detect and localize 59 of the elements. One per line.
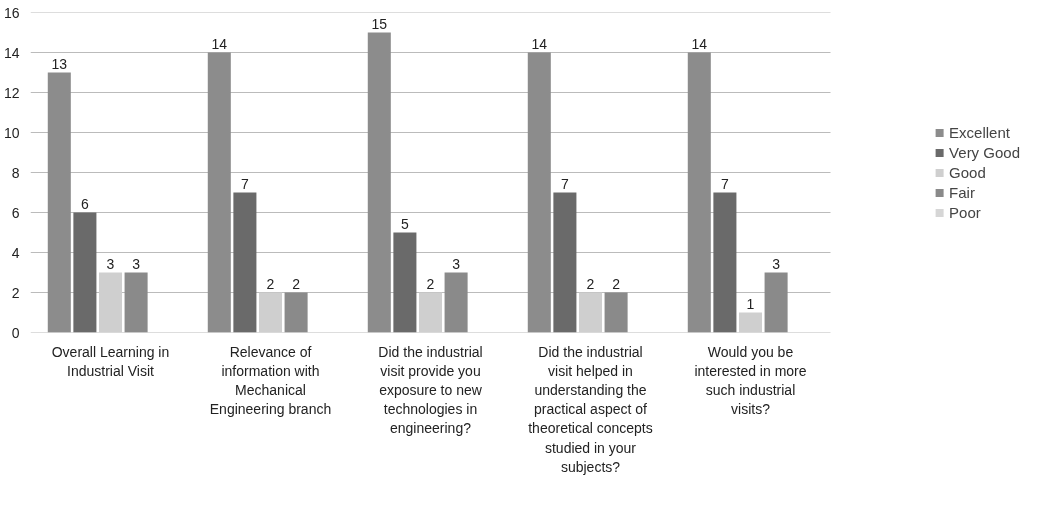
bar — [687, 52, 711, 333]
bar — [284, 292, 308, 333]
bar — [124, 272, 148, 333]
data-label: 14 — [531, 35, 548, 52]
bar — [393, 232, 417, 333]
y-tick-label: 12 — [3, 84, 20, 101]
bar — [444, 272, 468, 333]
data-label: 5 — [401, 215, 410, 232]
legend-label: Fair — [949, 183, 975, 201]
legend-label: Good — [949, 163, 986, 181]
legend-label: Very Good — [949, 143, 1020, 161]
data-label: 13 — [51, 55, 68, 72]
bar — [47, 72, 71, 333]
data-label: 7 — [721, 175, 730, 192]
x-tick-label: Relevance of information with Mechanical Engineering branch — [209, 343, 332, 418]
x-tick-label: Did the industrial visit provide you exposure to new technologies in engineering? — [378, 343, 483, 437]
data-label: 2 — [266, 275, 275, 292]
bar — [578, 292, 603, 333]
x-tick-label: Would you be interested in more such industrial visits? — [694, 343, 807, 418]
y-tick-label: 2 — [11, 284, 20, 301]
bar — [367, 32, 391, 333]
data-label: 3 — [772, 255, 781, 272]
data-label: 14 — [211, 35, 228, 52]
y-tick-label: 0 — [11, 324, 20, 341]
bar — [764, 272, 788, 333]
bar — [418, 292, 443, 333]
data-label: 2 — [586, 275, 595, 292]
bar — [258, 292, 283, 333]
y-tick-label: 8 — [11, 164, 20, 181]
y-tick-label: 6 — [11, 204, 20, 221]
legend-label: Excellent — [949, 123, 1010, 141]
data-label: 2 — [426, 275, 435, 292]
data-label: 2 — [292, 275, 301, 292]
data-label: 7 — [561, 175, 570, 192]
y-tick-label: 10 — [3, 124, 20, 141]
data-label: 3 — [106, 255, 115, 272]
data-label: 14 — [691, 35, 708, 52]
bar — [98, 272, 123, 333]
data-label: 2 — [612, 275, 621, 292]
x-tick-label: Overall Learning in Industrial Visit — [51, 343, 170, 379]
y-tick-label: 16 — [3, 4, 20, 21]
data-label: 15 — [371, 15, 388, 32]
bar — [527, 52, 551, 333]
bar — [553, 192, 577, 333]
bar — [738, 312, 763, 333]
x-tick-label: Did the industrial visit helped in understanding the practical aspect of theoretical concepts studied in your subjects? — [528, 343, 653, 475]
data-label: 6 — [81, 195, 90, 212]
data-label: 7 — [241, 175, 250, 192]
bar — [233, 192, 257, 333]
bar — [73, 212, 97, 333]
bar — [207, 52, 231, 333]
bar — [604, 292, 628, 333]
legend-label: Poor — [949, 203, 981, 221]
data-label: 3 — [132, 255, 141, 272]
data-label: 3 — [452, 255, 461, 272]
data-label: 1 — [746, 295, 755, 312]
y-tick-label: 14 — [3, 44, 20, 61]
bar — [713, 192, 737, 333]
y-tick-label: 4 — [11, 244, 20, 261]
